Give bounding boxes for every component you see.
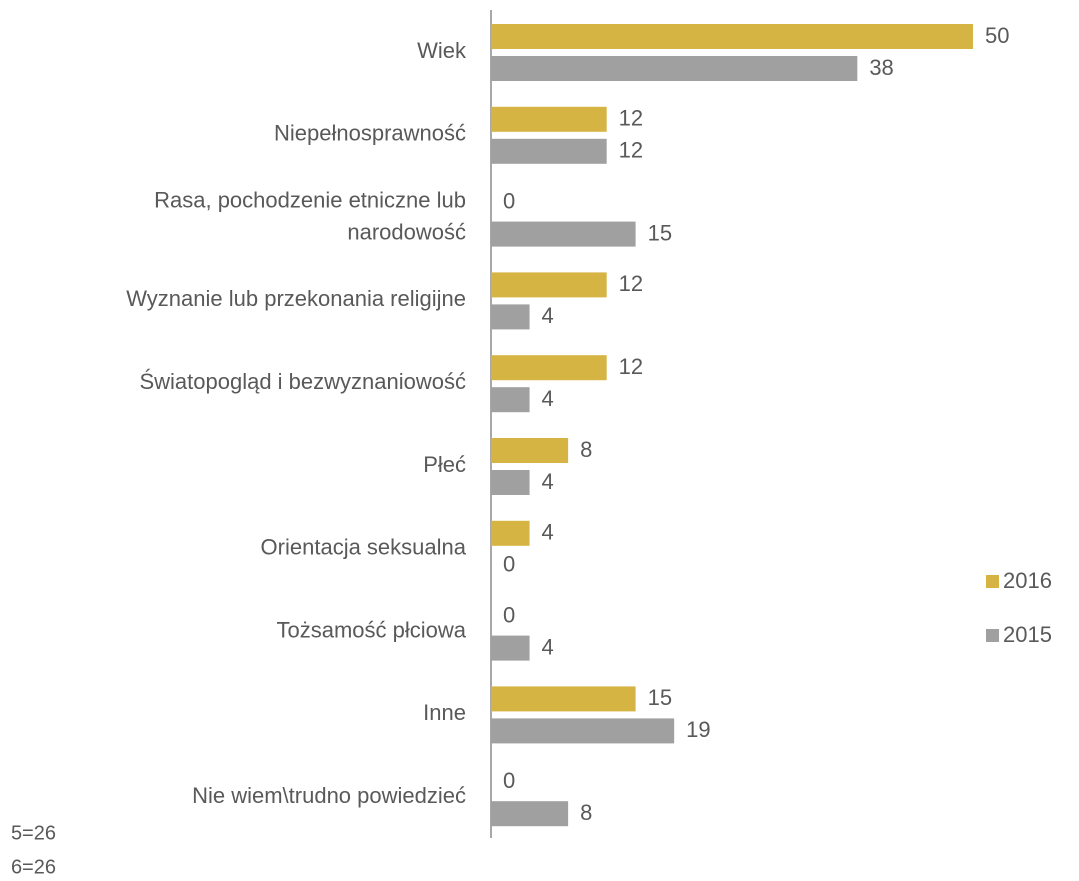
y-tick-label: Inne [423,700,466,725]
data-label: 15 [648,685,672,710]
data-label: 19 [686,717,710,742]
y-tick-label: Światopogląd i bezwyznaniowość [139,369,466,394]
data-label: 0 [503,552,515,577]
bar [491,106,607,132]
note: 6=26 [11,856,56,878]
data-label: 4 [542,520,554,545]
data-label: 8 [580,437,592,462]
note: 5=26 [11,822,56,844]
data-label: 4 [542,469,554,494]
y-tick-label: Płeć [423,452,466,477]
data-label: 12 [619,271,643,296]
legend-label: 2016 [1003,568,1052,593]
bar [491,718,675,744]
bar [491,470,530,495]
data-label: 8 [580,800,592,825]
bar [491,686,636,712]
data-label: 0 [503,602,515,627]
bar [491,56,858,81]
data-label: 12 [619,354,643,379]
data-label: 4 [542,386,554,411]
data-label: 12 [619,106,643,131]
bar [491,355,607,381]
bar [491,635,530,661]
data-label: 38 [869,55,893,80]
data-label: 0 [503,188,515,213]
y-tick-label: Niepełnosprawność [274,121,466,146]
legend-label: 2015 [1003,622,1052,647]
bar [491,304,530,330]
bar [491,221,636,247]
bar [491,387,530,413]
bar [491,801,569,827]
legend-swatch [986,575,999,588]
bar [491,138,607,164]
y-tick-label: Nie wiem\trudno powiedzieć [192,783,466,808]
data-label: 12 [619,138,643,163]
data-label: 0 [503,768,515,793]
bar [491,520,530,546]
legend-swatch [986,629,999,642]
data-label: 4 [542,634,554,659]
y-tick-label: Wyznanie lub przekonania religijne [126,286,466,311]
bar [491,438,569,463]
y-tick-label: Tożsamość płciowa [276,617,466,642]
data-label: 15 [648,220,672,245]
bar [491,272,607,298]
y-tick-label: Orientacja seksualna [261,535,467,560]
bar [491,24,973,49]
data-label: 4 [542,303,554,328]
y-tick-label: Rasa, pochodzenie etniczne lub narodowość [154,187,466,244]
y-tick-label: Wiek [417,38,467,63]
data-label: 50 [985,23,1009,48]
